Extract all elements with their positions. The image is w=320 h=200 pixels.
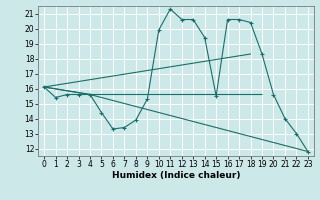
X-axis label: Humidex (Indice chaleur): Humidex (Indice chaleur) xyxy=(112,171,240,180)
